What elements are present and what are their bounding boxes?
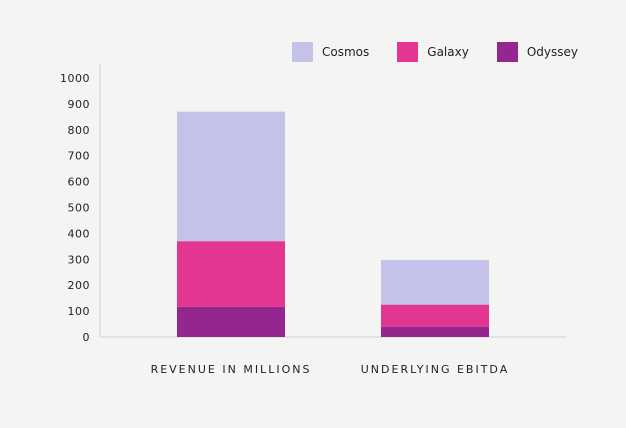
y-tick-label: 600 <box>68 176 91 189</box>
legend-item-cosmos: Cosmos <box>292 42 369 62</box>
bar-segment-cosmos-1 <box>381 260 489 305</box>
chart-legend: Cosmos Galaxy Odyssey <box>292 42 606 62</box>
legend-label-cosmos: Cosmos <box>322 45 370 59</box>
y-tick-label: 900 <box>68 98 91 111</box>
y-tick-label: 300 <box>68 253 91 266</box>
bar-segment-odyssey-1 <box>381 326 489 337</box>
legend-label-odyssey: Odyssey <box>526 45 578 59</box>
legend-swatch-cosmos <box>292 42 313 62</box>
y-tick-label: 0 <box>83 331 91 344</box>
y-tick-label: 200 <box>68 279 91 292</box>
y-tick-label: 800 <box>68 124 91 137</box>
x-category-label: UNDERLYING EBITDA <box>361 363 510 376</box>
bar-segment-galaxy-1 <box>381 304 489 327</box>
legend-swatch-odyssey <box>496 42 518 62</box>
x-category-label: REVENUE IN MILLIONS <box>151 363 312 376</box>
legend-item-galaxy: Galaxy <box>397 42 469 62</box>
y-tick-label: 1000 <box>60 72 90 85</box>
y-tick-label: 100 <box>68 305 91 318</box>
y-tick-label: 400 <box>68 227 91 240</box>
legend-swatch-galaxy <box>397 42 419 62</box>
legend-item-odyssey: Odyssey <box>496 42 578 62</box>
y-tick-label: 700 <box>68 150 91 163</box>
bar-segment-cosmos-0 <box>177 111 285 242</box>
bar-segment-galaxy-0 <box>177 241 285 307</box>
bar-segment-odyssey-0 <box>177 306 285 337</box>
legend-label-galaxy: Galaxy <box>427 45 469 59</box>
y-tick-label: 500 <box>68 202 91 215</box>
